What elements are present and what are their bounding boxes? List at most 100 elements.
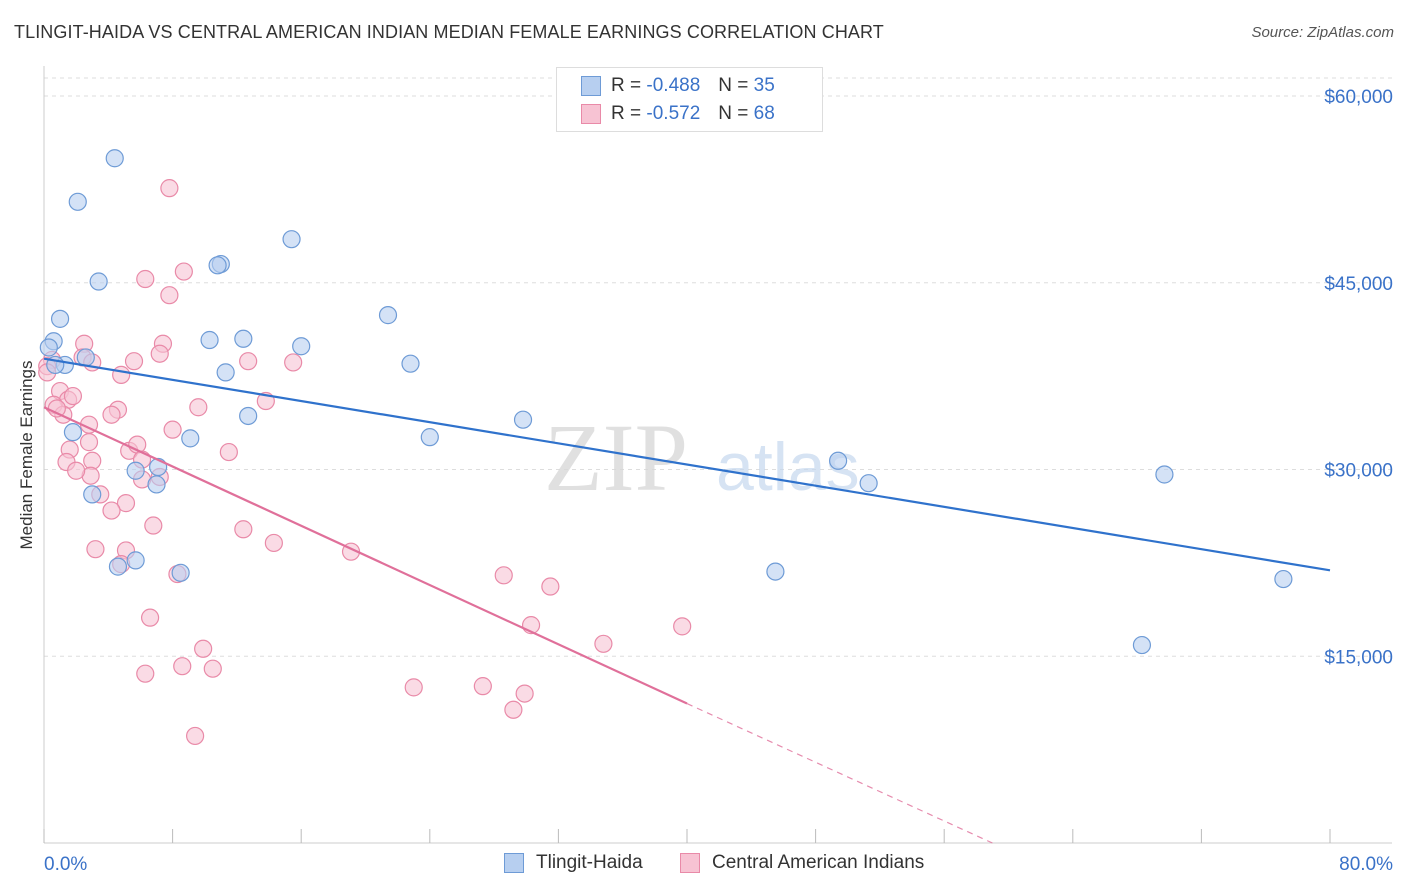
tlingit-haida-point xyxy=(766,562,785,581)
n-value: 68 xyxy=(753,103,775,124)
central-american-indian-point xyxy=(234,520,253,539)
tlingit-haida-point xyxy=(108,557,128,576)
central-american-indian-point xyxy=(174,262,193,281)
tlingit-haida-point xyxy=(181,429,200,448)
tlingit-haida-point xyxy=(513,410,533,429)
tlingit-haida-point xyxy=(420,428,439,447)
n-label: N = xyxy=(718,75,749,96)
tlingit-haida-point xyxy=(68,192,87,211)
central-american-indian-point xyxy=(140,608,160,627)
central-american-indian-point xyxy=(102,501,121,520)
central-american-indian-trend-line xyxy=(43,406,688,705)
tlingit-haida-point xyxy=(859,474,878,493)
tlingit-haida-point xyxy=(282,230,301,249)
central-american-indian-point xyxy=(673,617,692,636)
chart-source: Source: ZipAtlas.com xyxy=(1251,24,1394,41)
y-tick-label: $15,000 xyxy=(1324,647,1393,668)
tlingit-haida-point xyxy=(239,406,258,426)
central-american-indian-point xyxy=(186,726,205,746)
central-american-indian-point xyxy=(160,179,179,198)
tlingit-haida-point xyxy=(83,485,102,504)
central-american-indian-point xyxy=(163,420,182,439)
correlation-legend: R = -0.488 N = 35 R = -0.572 N = 68 xyxy=(556,67,823,132)
central-american-indian-point xyxy=(47,399,66,418)
tlingit-haida-point xyxy=(200,330,219,350)
central-american-indian-point xyxy=(116,494,136,513)
chart-title: TLINGIT-HAIDA VS CENTRAL AMERICAN INDIAN… xyxy=(14,22,884,42)
central-american-indian-point xyxy=(594,634,613,653)
legend-label: Tlingit-Haida xyxy=(536,852,643,873)
central-american-indian-point xyxy=(83,451,102,470)
tlingit-haida-point xyxy=(105,149,124,168)
central-american-indian-point xyxy=(150,344,169,363)
tlingit-haida-point xyxy=(89,272,108,291)
tlingit-haida-point xyxy=(234,329,253,348)
tlingit-haida-point xyxy=(1132,635,1152,655)
central-american-indian-point xyxy=(473,677,492,696)
central-american-indian-point xyxy=(189,398,208,417)
central-american-indian-point xyxy=(515,684,534,703)
central-american-indian-point xyxy=(160,286,179,305)
tlingit-haida-point xyxy=(171,563,190,582)
tlingit-haida-point xyxy=(149,457,168,477)
pink-swatch xyxy=(680,853,700,873)
x-tick-label-min: 0.0% xyxy=(44,854,87,875)
central-american-indian-point xyxy=(102,405,121,424)
central-american-indian-point xyxy=(124,352,144,371)
central-american-indian-point xyxy=(79,433,99,452)
series-legend: Tlingit-Haida Central American Indians xyxy=(0,852,1406,878)
tlingit-haida-point xyxy=(292,337,311,356)
central-american-indian-point xyxy=(239,352,258,371)
legend-row-tlingit-haida: R = -0.488 N = 35 xyxy=(581,74,775,98)
central-american-indian-point xyxy=(67,461,86,480)
y-tick-label: $60,000 xyxy=(1324,87,1393,108)
central-american-indian-point xyxy=(63,386,83,406)
tlingit-haida-point xyxy=(63,423,83,442)
tlingit-haida-point xyxy=(50,309,70,328)
blue-swatch xyxy=(504,853,524,873)
tlingit-haida-point xyxy=(39,338,58,357)
tlingit-haida-point xyxy=(147,475,166,494)
central-american-indian-point xyxy=(541,577,560,596)
blue-swatch xyxy=(581,76,601,96)
tlingit-haida-point xyxy=(216,363,235,382)
r-value: -0.572 xyxy=(646,103,701,124)
central-american-indian-point xyxy=(86,540,105,559)
y-tick-label: $30,000 xyxy=(1324,461,1393,482)
central-american-indian-point xyxy=(504,700,523,719)
central-american-indian-point xyxy=(136,664,155,683)
tlingit-haida-point xyxy=(378,306,398,325)
tlingit-haida-point xyxy=(829,451,848,470)
central-american-indian-point xyxy=(264,533,283,553)
central-american-indian-point xyxy=(203,659,222,678)
legend-item-central-american-indians: Central American Indians xyxy=(680,852,924,874)
y-tick-label: $45,000 xyxy=(1324,274,1393,295)
r-value: -0.488 xyxy=(646,75,701,96)
series-tlingit-haida xyxy=(39,149,1293,655)
tlingit-haida-trend-line xyxy=(43,357,1331,572)
n-label: N = xyxy=(718,103,749,124)
central-american-indian-trend-extension xyxy=(686,703,993,844)
central-american-indian-point xyxy=(284,353,303,372)
legend-item-tlingit-haida: Tlingit-Haida xyxy=(504,852,643,874)
tlingit-haida-point xyxy=(126,461,145,480)
tlingit-haida-point xyxy=(401,354,420,373)
central-american-indian-point xyxy=(404,678,423,697)
central-american-indian-point xyxy=(194,639,213,658)
central-american-indian-point xyxy=(494,566,513,585)
r-label: R = xyxy=(611,75,642,96)
tlingit-haida-point xyxy=(126,551,145,570)
watermark-zip: ZIP xyxy=(544,404,688,511)
tlingit-haida-point xyxy=(208,256,227,275)
central-american-indian-point xyxy=(219,442,238,462)
r-label: R = xyxy=(611,103,642,124)
central-american-indian-point xyxy=(173,657,192,676)
tick-labels: $15,000 $30,000 $45,000 $60,000 0.0% 80.0% xyxy=(44,87,1393,875)
tlingit-haida-point xyxy=(1274,569,1293,589)
x-tick-label-max: 80.0% xyxy=(1339,854,1393,875)
trend-lines xyxy=(43,357,1331,844)
central-american-indian-point xyxy=(144,516,163,535)
axes xyxy=(43,66,1392,844)
central-american-indian-point xyxy=(136,269,155,289)
